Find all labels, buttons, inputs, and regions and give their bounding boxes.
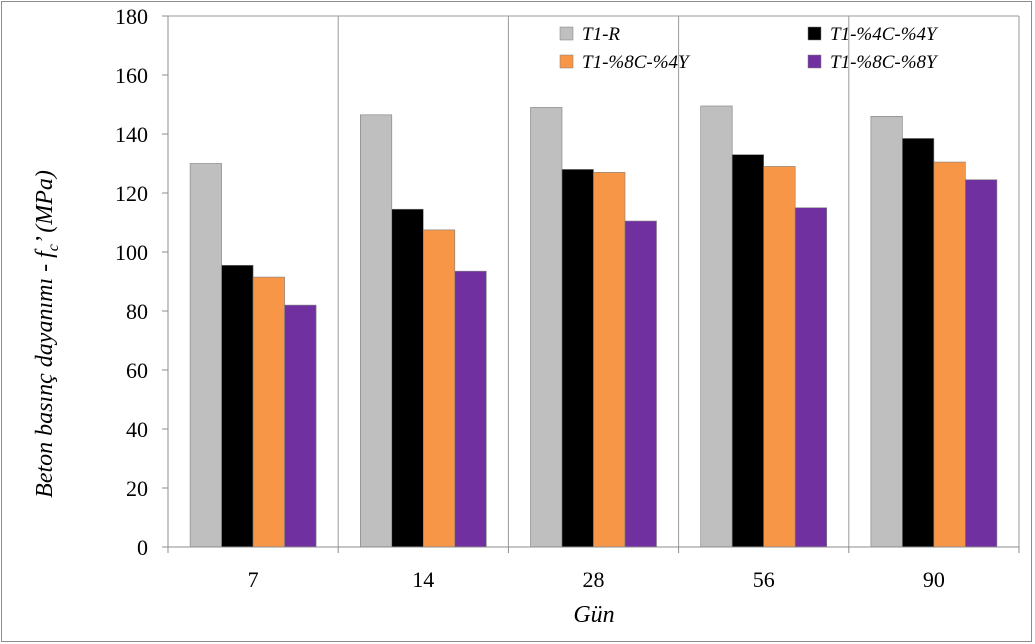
bar — [933, 161, 966, 548]
bar — [593, 172, 626, 548]
grid-layer — [168, 15, 1020, 547]
bars-layer — [189, 105, 998, 548]
legend-swatch — [559, 54, 574, 69]
x-tick-label: 14 — [412, 567, 434, 592]
x-tick-label: 7 — [248, 567, 259, 592]
bar — [359, 114, 393, 548]
legend-label: T1-%4C-%4Y — [830, 24, 939, 45]
axes-layer: 0 20 40 60 80 100 120 140 160 180 7 14 28 56 90 — [115, 4, 1020, 592]
y-tick-label: 80 — [126, 299, 148, 324]
legend-label: T1-%8C-%8Y — [830, 52, 939, 73]
legend-swatch — [807, 26, 822, 41]
bar — [454, 270, 487, 548]
legend-label: T1-%8C-%4Y — [582, 52, 691, 73]
x-tick-label: 28 — [583, 567, 605, 592]
x-tick-label: 90 — [923, 567, 945, 592]
bar — [391, 208, 424, 548]
y-axis-title: Beton basınç dayanımı - fc’ (MPa) — [32, 170, 62, 498]
bar — [252, 276, 285, 548]
bar — [902, 138, 935, 548]
y-tick-label: 120 — [115, 181, 148, 206]
bar — [530, 107, 563, 548]
legend-label: T1-R — [582, 24, 620, 45]
y-axis-title-subscript: c — [45, 244, 62, 251]
bar — [189, 163, 222, 548]
legend-swatch — [807, 54, 822, 69]
x-tick-label: 56 — [753, 567, 775, 592]
legend: T1-R T1-%4C-%4Y T1-%8C-%4Y T1-%8C-%8Y — [559, 24, 939, 73]
bar — [284, 304, 317, 548]
y-tick-label: 20 — [126, 476, 148, 501]
bar — [794, 207, 828, 548]
bar — [221, 264, 254, 548]
y-tick-label: 180 — [115, 4, 148, 29]
bar — [561, 169, 594, 548]
y-axis-title-symbol: f — [32, 248, 58, 258]
bar — [624, 220, 657, 548]
y-tick-label: 100 — [115, 240, 148, 265]
y-axis-title-unit: ’ (MPa) — [32, 170, 58, 244]
bar — [870, 116, 903, 548]
y-tick-label: 160 — [115, 63, 148, 88]
bar — [965, 179, 998, 548]
bar — [763, 166, 796, 548]
y-tick-label: 0 — [137, 535, 148, 560]
bar — [731, 154, 765, 548]
bar — [700, 105, 733, 548]
bar — [422, 229, 456, 548]
legend-swatch — [559, 26, 574, 41]
y-tick-label: 40 — [126, 417, 148, 442]
y-axis-title-prefix: Beton basınç dayanımı - — [32, 258, 58, 498]
y-tick-label: 60 — [126, 358, 148, 383]
y-tick-label: 140 — [115, 122, 148, 147]
x-axis-title: Gün — [573, 602, 614, 628]
